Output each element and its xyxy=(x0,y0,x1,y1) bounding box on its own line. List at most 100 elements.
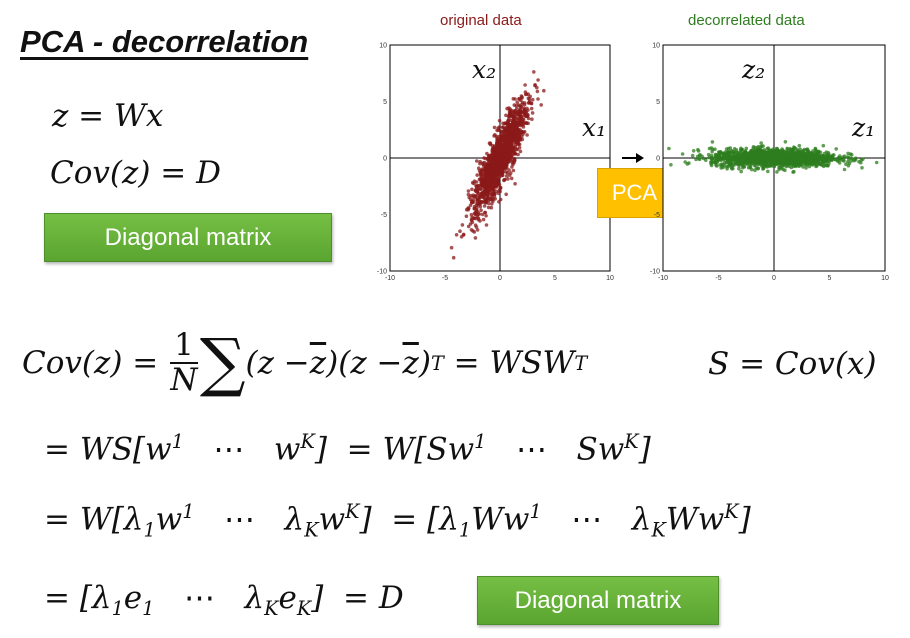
scatter-point xyxy=(827,161,831,166)
scatter-point xyxy=(513,182,517,186)
scatter-point xyxy=(491,188,496,192)
scatter-point xyxy=(491,163,495,167)
scatter-point xyxy=(507,168,511,172)
scatter-point xyxy=(748,165,753,169)
scatter-point xyxy=(722,164,727,168)
scatter-point xyxy=(490,176,495,180)
scatter-point xyxy=(726,158,730,163)
original-y-axis-label: x₂ xyxy=(472,55,497,84)
scatter-point xyxy=(667,146,671,151)
scatter-point xyxy=(732,163,737,167)
scatter-point xyxy=(478,204,483,209)
scatter-point xyxy=(501,125,505,129)
scatter-point xyxy=(814,159,819,164)
scatter-point xyxy=(469,228,474,232)
scatter-point xyxy=(788,160,793,164)
original-plot-title: original data xyxy=(440,12,522,29)
scatter-point xyxy=(509,147,514,151)
scatter-point xyxy=(780,164,785,168)
scatter-point xyxy=(750,148,754,153)
scatter-point xyxy=(747,151,751,155)
scatter-point xyxy=(486,178,491,182)
scatter-point xyxy=(783,168,787,173)
scatter-point xyxy=(496,162,500,167)
scatter-point xyxy=(768,157,773,161)
scatter-point xyxy=(504,113,508,118)
scatter-point xyxy=(802,151,806,156)
scatter-point xyxy=(523,101,527,105)
scatter-point xyxy=(499,168,503,172)
scatter-point xyxy=(775,170,779,174)
scatter-point xyxy=(745,153,749,158)
scatter-point xyxy=(509,114,514,118)
scatter-point xyxy=(517,97,522,101)
scatter-point xyxy=(511,118,516,122)
scatter-point xyxy=(506,177,510,181)
scatter-point xyxy=(845,155,850,159)
scatter-point xyxy=(782,156,786,160)
scatter-point xyxy=(454,233,459,237)
scatter-point xyxy=(493,160,498,165)
scatter-point xyxy=(496,191,501,196)
y-tick-label: -10 xyxy=(650,269,660,276)
scatter-point xyxy=(821,143,826,148)
scatter-point xyxy=(487,141,492,145)
scatter-point xyxy=(481,183,485,188)
scatter-point xyxy=(523,110,528,114)
scatter-point xyxy=(468,203,473,208)
scatter-point xyxy=(778,150,782,154)
scatter-point xyxy=(709,160,713,164)
scatter-point xyxy=(519,117,523,122)
scatter-point xyxy=(513,151,517,156)
scatter-point xyxy=(763,150,767,154)
y-tick-label: 0 xyxy=(656,156,660,163)
equation-ws-expansion: = WS[w1 ⋯ wK] = W[Sw1 ⋯ SwK] xyxy=(44,430,651,468)
scatter-point xyxy=(511,162,515,167)
pca-box: PCA xyxy=(597,168,672,218)
scatter-point xyxy=(791,170,795,174)
scatter-point xyxy=(739,169,743,174)
scatter-point xyxy=(842,154,847,158)
scatter-point xyxy=(803,162,807,166)
scatter-point xyxy=(696,149,701,153)
scatter-point xyxy=(769,151,774,156)
decorrelated-scatter-points xyxy=(667,140,879,174)
x-tick-label: 5 xyxy=(828,275,832,282)
scatter-point xyxy=(792,157,796,161)
scatter-point xyxy=(484,198,489,203)
scatter-point xyxy=(510,141,515,145)
scatter-point xyxy=(725,151,730,155)
scatter-point xyxy=(506,147,511,151)
scatter-point xyxy=(542,88,546,93)
scatter-point xyxy=(487,164,491,168)
scatter-point xyxy=(772,154,777,158)
scatter-point xyxy=(481,217,486,222)
scatter-point xyxy=(501,159,505,164)
scatter-point xyxy=(478,161,482,166)
scatter-point xyxy=(518,149,523,154)
scatter-point xyxy=(804,166,808,170)
scatter-point xyxy=(508,110,513,115)
scatter-point xyxy=(728,152,732,156)
scatter-point xyxy=(691,149,696,153)
scatter-point xyxy=(751,145,756,149)
arrow-icon xyxy=(622,153,644,163)
scatter-point xyxy=(470,200,474,204)
scatter-point xyxy=(774,146,779,151)
scatter-point xyxy=(776,161,780,166)
scatter-point xyxy=(726,154,730,159)
scatter-point xyxy=(490,159,494,164)
scatter-point xyxy=(507,156,512,161)
scatter-point xyxy=(475,159,479,163)
scatter-point xyxy=(513,145,517,149)
scatter-point xyxy=(488,154,492,159)
scatter-point xyxy=(500,149,504,154)
scatter-point xyxy=(837,154,842,158)
scatter-point xyxy=(490,195,494,199)
scatter-point xyxy=(730,149,734,153)
scatter-point xyxy=(778,158,783,163)
scatter-point xyxy=(736,159,740,163)
scatter-point xyxy=(727,162,732,167)
scatter-point xyxy=(498,172,503,176)
original-tick-labels: -10 -5 0 5 10 10 5 0 -5 -10 xyxy=(377,43,614,283)
